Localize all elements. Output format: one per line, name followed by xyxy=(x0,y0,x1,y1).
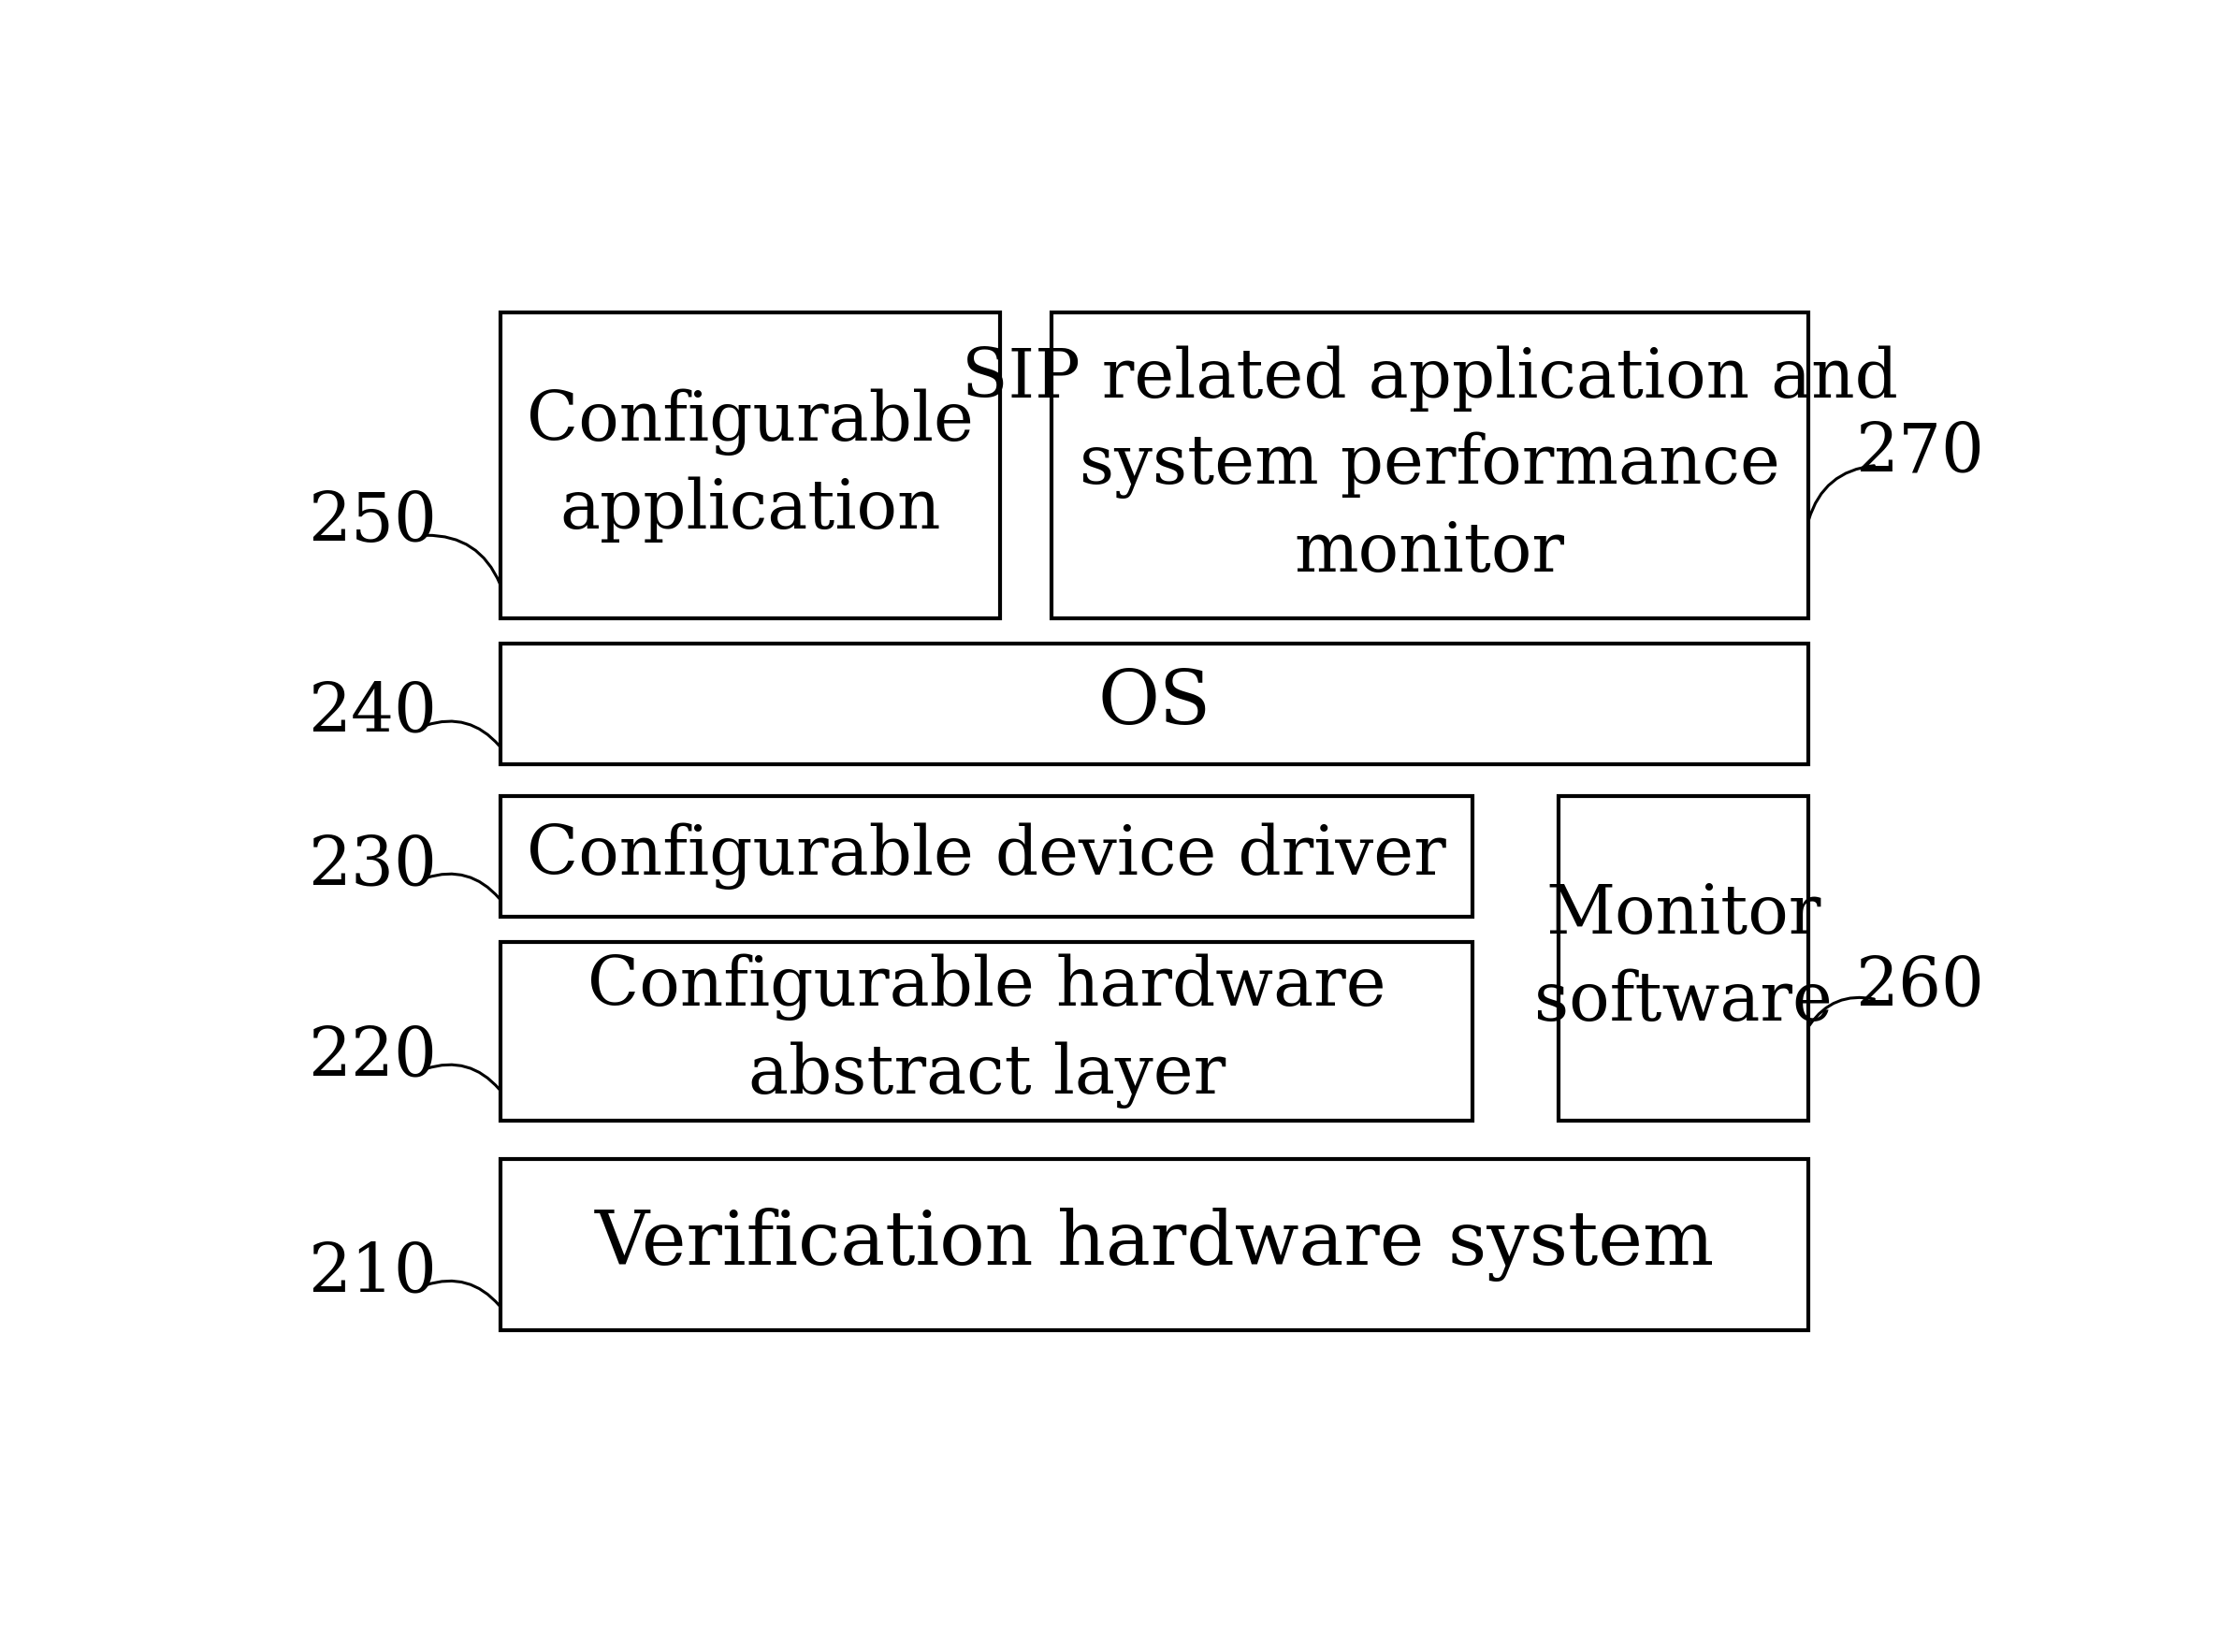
Text: 210: 210 xyxy=(308,1241,437,1307)
Text: SIP related application and
system performance
monitor: SIP related application and system perfo… xyxy=(961,345,1897,585)
Text: 230: 230 xyxy=(308,833,437,899)
Bar xyxy=(501,796,1473,917)
Text: Configurable
application: Configurable application xyxy=(526,388,974,542)
Bar xyxy=(501,312,999,618)
Text: 260: 260 xyxy=(1855,953,1984,1019)
Text: Configurable device driver: Configurable device driver xyxy=(528,823,1447,890)
Bar xyxy=(501,643,1808,765)
Text: 220: 220 xyxy=(308,1024,437,1090)
Text: 250: 250 xyxy=(308,489,437,555)
Text: Monitor
software: Monitor software xyxy=(1533,882,1833,1034)
Text: Verification hardware system: Verification hardware system xyxy=(595,1208,1715,1282)
Text: Configurable hardware
abstract layer: Configurable hardware abstract layer xyxy=(588,955,1387,1108)
Bar xyxy=(1558,796,1808,1120)
Bar xyxy=(501,942,1473,1120)
Text: OS: OS xyxy=(1098,667,1212,740)
Bar xyxy=(1052,312,1808,618)
Bar xyxy=(501,1158,1808,1330)
Text: 270: 270 xyxy=(1855,420,1984,486)
Text: 240: 240 xyxy=(308,681,437,747)
